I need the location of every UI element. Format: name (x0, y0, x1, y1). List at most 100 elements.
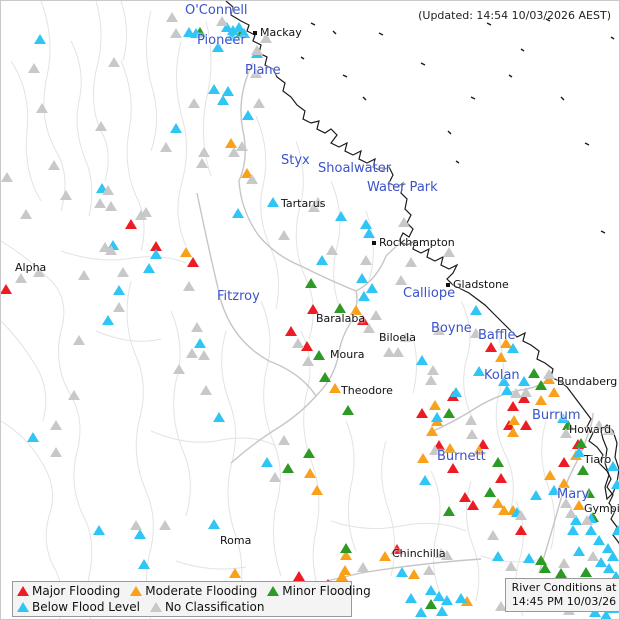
flood-marker-below-flood-level[interactable] (363, 228, 375, 238)
flood-marker-no-classification[interactable] (105, 201, 117, 211)
flood-marker-no-classification[interactable] (160, 142, 172, 152)
flood-marker-below-flood-level[interactable] (607, 461, 619, 471)
flood-marker-no-classification[interactable] (68, 390, 80, 400)
flood-marker-no-classification[interactable] (191, 322, 203, 332)
flood-marker-no-classification[interactable] (105, 245, 117, 255)
flood-marker-no-classification[interactable] (603, 425, 615, 435)
flood-marker-below-flood-level[interactable] (194, 338, 206, 348)
flood-marker-no-classification[interactable] (565, 508, 577, 518)
flood-marker-no-classification[interactable] (429, 445, 441, 455)
flood-marker-below-flood-level[interactable] (589, 607, 601, 617)
flood-marker-below-flood-level[interactable] (416, 355, 428, 365)
flood-marker-no-classification[interactable] (1, 172, 13, 182)
flood-marker-below-flood-level[interactable] (233, 22, 245, 32)
flood-marker-moderate-flooding[interactable] (500, 338, 512, 348)
flood-marker-below-flood-level[interactable] (213, 412, 225, 422)
flood-marker-no-classification[interactable] (269, 472, 281, 482)
flood-marker-minor-flooding[interactable] (562, 420, 574, 430)
flood-marker-minor-flooding[interactable] (484, 487, 496, 497)
flood-marker-major-flooding[interactable] (520, 420, 532, 430)
flood-marker-moderate-flooding[interactable] (429, 400, 441, 410)
flood-marker-no-classification[interactable] (166, 12, 178, 22)
flood-marker-major-flooding[interactable] (467, 500, 479, 510)
flood-marker-major-flooding[interactable] (459, 492, 471, 502)
flood-marker-below-flood-level[interactable] (34, 34, 46, 44)
flood-marker-no-classification[interactable] (495, 601, 507, 611)
flood-marker-below-flood-level[interactable] (415, 607, 427, 617)
flood-marker-moderate-flooding[interactable] (548, 387, 560, 397)
flood-marker-below-flood-level[interactable] (593, 535, 605, 545)
flood-marker-major-flooding[interactable] (293, 571, 305, 581)
flood-marker-moderate-flooding[interactable] (573, 500, 585, 510)
flood-marker-no-classification[interactable] (253, 98, 265, 108)
flood-marker-below-flood-level[interactable] (102, 315, 114, 325)
flood-marker-no-classification[interactable] (170, 28, 182, 38)
flood-marker-below-flood-level[interactable] (425, 585, 437, 595)
flood-marker-no-classification[interactable] (50, 420, 62, 430)
flood-marker-below-flood-level[interactable] (523, 553, 535, 563)
flood-marker-below-flood-level[interactable] (501, 385, 513, 395)
flood-marker-no-classification[interactable] (360, 255, 372, 265)
flood-marker-below-flood-level[interactable] (242, 110, 254, 120)
flood-marker-below-flood-level[interactable] (238, 28, 250, 38)
flood-marker-moderate-flooding[interactable] (535, 395, 547, 405)
flood-marker-below-flood-level[interactable] (498, 376, 510, 386)
flood-marker-no-classification[interactable] (278, 230, 290, 240)
flood-marker-below-flood-level[interactable] (436, 606, 448, 616)
flood-marker-no-classification[interactable] (363, 323, 375, 333)
flood-marker-below-flood-level[interactable] (557, 413, 569, 423)
flood-marker-minor-flooding[interactable] (334, 303, 346, 313)
flood-marker-below-flood-level[interactable] (431, 412, 443, 422)
flood-marker-below-flood-level[interactable] (335, 211, 347, 221)
flood-marker-moderate-flooding[interactable] (225, 138, 237, 148)
flood-marker-major-flooding[interactable] (558, 457, 570, 467)
flood-marker-no-classification[interactable] (558, 558, 570, 568)
flood-marker-minor-flooding[interactable] (555, 568, 567, 578)
flood-marker-below-flood-level[interactable] (419, 475, 431, 485)
flood-marker-no-classification[interactable] (587, 551, 599, 561)
flood-marker-no-classification[interactable] (443, 247, 455, 257)
flood-marker-minor-flooding[interactable] (319, 372, 331, 382)
flood-marker-minor-flooding[interactable] (303, 448, 315, 458)
flood-marker-below-flood-level[interactable] (567, 525, 579, 535)
flood-marker-moderate-flooding[interactable] (507, 427, 519, 437)
flood-marker-no-classification[interactable] (159, 520, 171, 530)
flood-marker-moderate-flooding[interactable] (304, 468, 316, 478)
flood-marker-moderate-flooding[interactable] (329, 383, 341, 393)
flood-marker-no-classification[interactable] (250, 68, 262, 78)
flood-marker-moderate-flooding[interactable] (558, 478, 570, 488)
flood-marker-below-flood-level[interactable] (595, 557, 607, 567)
flood-marker-below-flood-level[interactable] (473, 366, 485, 376)
flood-marker-below-flood-level[interactable] (232, 208, 244, 218)
flood-marker-major-flooding[interactable] (518, 393, 530, 403)
flood-marker-below-flood-level[interactable] (27, 432, 39, 442)
flood-marker-major-flooding[interactable] (495, 473, 507, 483)
flood-marker-no-classification[interactable] (260, 33, 272, 43)
flood-marker-minor-flooding[interactable] (580, 567, 592, 577)
flood-marker-no-classification[interactable] (466, 429, 478, 439)
flood-marker-below-flood-level[interactable] (470, 305, 482, 315)
flood-marker-minor-flooding[interactable] (539, 563, 551, 573)
flood-marker-minor-flooding[interactable] (305, 278, 317, 288)
flood-marker-below-flood-level[interactable] (360, 219, 372, 229)
flood-marker-no-classification[interactable] (36, 103, 48, 113)
flood-marker-no-classification[interactable] (326, 245, 338, 255)
flood-marker-below-flood-level[interactable] (226, 31, 238, 41)
flood-marker-below-flood-level[interactable] (150, 249, 162, 259)
flood-marker-moderate-flooding[interactable] (379, 551, 391, 561)
flood-marker-minor-flooding[interactable] (342, 405, 354, 415)
flood-marker-below-flood-level[interactable] (570, 515, 582, 525)
flood-marker-no-classification[interactable] (292, 338, 304, 348)
flood-marker-below-flood-level[interactable] (450, 387, 462, 397)
flood-marker-below-flood-level[interactable] (455, 593, 467, 603)
flood-marker-below-flood-level[interactable] (607, 551, 619, 561)
flood-marker-no-classification[interactable] (78, 270, 90, 280)
flood-marker-minor-flooding[interactable] (340, 543, 352, 553)
flood-marker-below-flood-level[interactable] (138, 559, 150, 569)
flood-marker-below-flood-level[interactable] (190, 28, 202, 38)
flood-marker-no-classification[interactable] (510, 388, 522, 398)
flood-marker-no-classification[interactable] (246, 174, 258, 184)
flood-marker-major-flooding[interactable] (477, 439, 489, 449)
flood-marker-below-flood-level[interactable] (548, 485, 560, 495)
flood-marker-minor-flooding[interactable] (313, 350, 325, 360)
